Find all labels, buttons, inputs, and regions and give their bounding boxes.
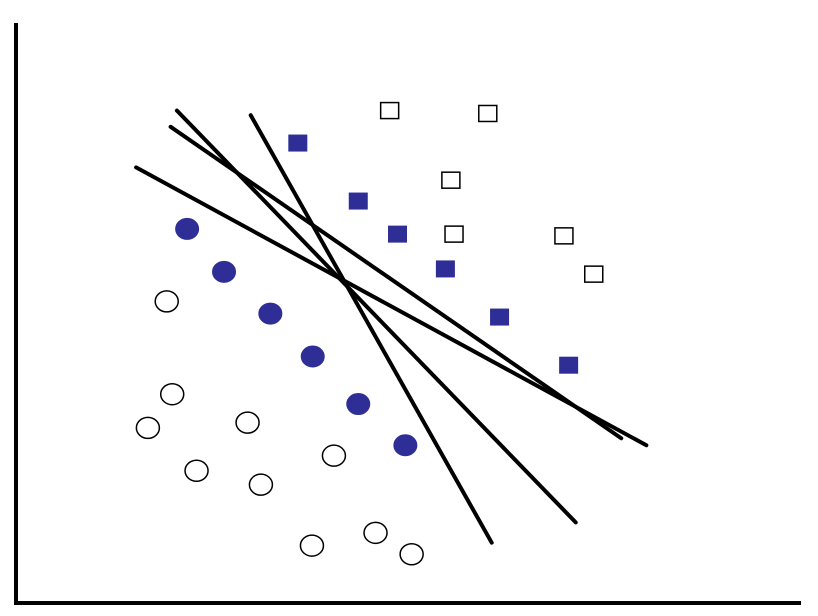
hollow-square-point-4-1 <box>379 101 400 120</box>
hollow-square-point-4-3 <box>441 171 461 189</box>
hollow-circle-point-1-9 <box>299 534 325 557</box>
filled-square-point-3-5 <box>490 308 510 326</box>
filled-circle-point-2-1 <box>175 217 200 240</box>
hollow-square-point-4-6 <box>584 265 604 283</box>
hollow-circle-point-1-8 <box>363 521 388 545</box>
separating-lines <box>134 108 649 545</box>
separating-line-3 <box>174 108 578 525</box>
filled-circle-point-2-4 <box>300 345 325 368</box>
axes <box>14 23 801 605</box>
separating-line-4 <box>248 113 494 545</box>
hollow-circle-point-1-5 <box>184 459 209 483</box>
hollow-square-point-4-2 <box>478 104 498 123</box>
hollow-circle-point-1-7 <box>321 444 347 467</box>
hollow-circle-point-1-6 <box>248 473 274 496</box>
hollow-circle-point-1-4 <box>235 411 260 434</box>
filled-square-point-3-2 <box>348 192 368 210</box>
hollow-square-point-4-5 <box>554 227 574 245</box>
filled-circle-point-2-3 <box>258 302 283 325</box>
hollow-circle-point-1-1 <box>154 290 179 313</box>
filled-square-point-3-3 <box>388 225 408 243</box>
hollow-circle-point-1-3 <box>135 416 161 440</box>
filled-circle-point-2-2 <box>212 260 237 283</box>
data-points <box>135 101 604 566</box>
hollow-circle-point-1-10 <box>399 543 424 566</box>
filled-square-point-3-6 <box>559 356 579 374</box>
hollow-square-point-4-4 <box>444 225 464 243</box>
separating-line-2 <box>168 124 624 441</box>
filled-circle-point-2-6 <box>393 434 418 457</box>
hollow-circle-point-1-2 <box>159 382 185 406</box>
filled-circle-point-2-5 <box>346 393 371 416</box>
filled-square-point-3-4 <box>435 260 455 278</box>
filled-square-point-3-1 <box>288 134 308 152</box>
